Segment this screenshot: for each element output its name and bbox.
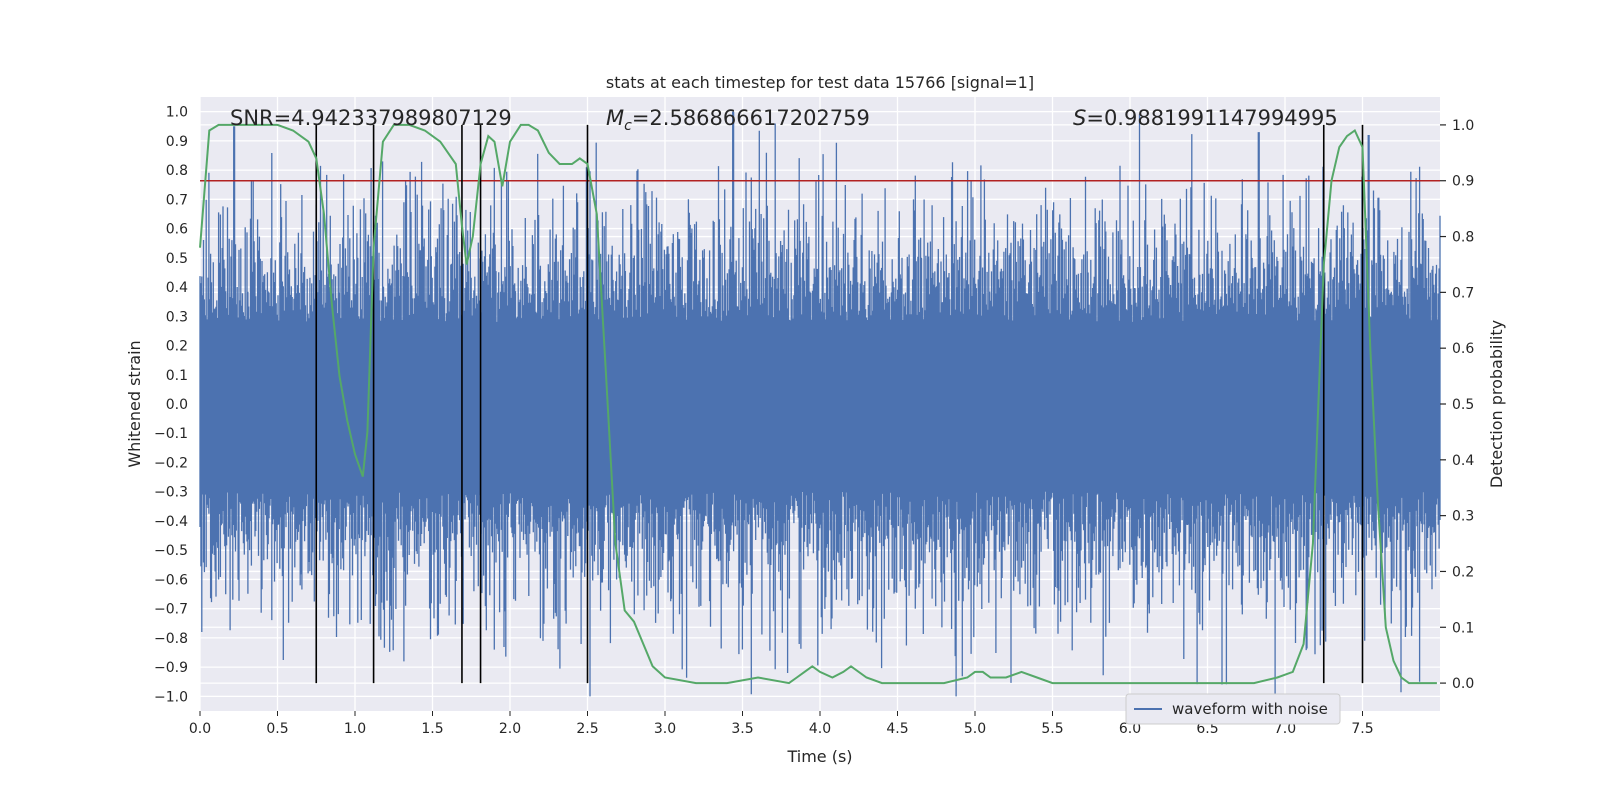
left-tick-label: 0.3: [166, 309, 188, 325]
overlay-layer: [199, 123, 1440, 685]
left-tick-label: −0.6: [154, 572, 188, 588]
left-tick-label: −0.7: [154, 602, 188, 618]
legend: waveform with noise: [1125, 693, 1341, 725]
chirp-mass-value: =2.586866617202759: [632, 106, 870, 130]
x-tick-label: 5.0: [964, 721, 986, 737]
x-tick-label: 6.5: [1196, 721, 1218, 737]
right-tick-label: 0.6: [1452, 341, 1474, 357]
x-tick-label: 6.0: [1119, 721, 1141, 737]
left-tick-label: 0.5: [166, 251, 188, 267]
right-tick-label: 0.5: [1452, 397, 1474, 413]
right-tick-label: 0.2: [1452, 564, 1474, 580]
x-tick-label: 5.5: [1041, 721, 1063, 737]
left-tick-label: −1.0: [154, 689, 188, 705]
x-tick-label: 1.5: [421, 721, 443, 737]
x-tick-label: 0.0: [189, 721, 211, 737]
left-tick-label: −0.3: [154, 485, 188, 501]
waveform-layer: [199, 111, 1441, 697]
score-value: =0.9881991147994995: [1086, 106, 1337, 130]
chirp-mass-subscript: c: [624, 118, 632, 134]
score-symbol: S: [1073, 106, 1086, 130]
x-tick-label: 2.5: [576, 721, 598, 737]
left-tick-label: 0.1: [166, 368, 188, 384]
left-tick-label: 1.0: [166, 105, 188, 121]
x-tick-label: 0.5: [266, 721, 288, 737]
left-tick-label: 0.0: [166, 397, 188, 413]
detection-probability-series: [199, 123, 1437, 685]
x-tick-label: 7.0: [1274, 721, 1296, 737]
left-tick-label: −0.1: [154, 426, 188, 442]
x-tick-label: 3.0: [654, 721, 676, 737]
right-tick-label: 0.3: [1452, 509, 1474, 525]
right-tick-label: 0.4: [1452, 453, 1474, 469]
right-tick-label: 1.0: [1452, 118, 1474, 134]
x-tick-label: 7.5: [1351, 721, 1373, 737]
right-axis-label: Detection probability: [1487, 320, 1506, 488]
left-tick-label: 0.9: [166, 134, 188, 150]
left-tick-label: 0.6: [166, 222, 188, 238]
x-tick-label: 1.0: [344, 721, 366, 737]
left-tick-label: 0.2: [166, 339, 188, 355]
legend-box: [1125, 693, 1341, 725]
left-tick-label: −0.4: [154, 514, 188, 530]
legend-label: waveform with noise: [1172, 700, 1328, 718]
chirp-mass-symbol: M: [606, 106, 624, 130]
left-axis-label: Whitened strain: [125, 340, 144, 467]
x-tick-label: 4.5: [886, 721, 908, 737]
right-tick-label: 0.0: [1452, 676, 1474, 692]
right-axis-ticks: 1.0 0.9 0.8 0.7 0.6 0.5 0.4 0.3 0.2 0.1 0.0: [1440, 118, 1474, 692]
left-axis-ticks: 1.0 0.9 0.8 0.7 0.6 0.5 0.4 0.3 0.2 0.1 0.0 −0.1 −0.…: [154, 105, 188, 706]
x-tick-label: 4.0: [809, 721, 831, 737]
waveform-series: [199, 111, 1441, 697]
left-tick-label: 0.7: [166, 192, 188, 208]
right-tick-label: 0.8: [1452, 230, 1474, 246]
right-tick-label: 0.1: [1452, 620, 1474, 636]
x-tick-label: 2.0: [499, 721, 521, 737]
chirp-mass-annotation: Mc=2.586866617202759: [606, 106, 870, 134]
vertical-markers: [315, 124, 1364, 684]
left-tick-label: 0.4: [166, 280, 188, 296]
snr-annotation: SNR=4.942337989807129: [230, 106, 512, 130]
left-tick-label: −0.9: [154, 660, 188, 676]
x-axis-label: Time (s): [786, 747, 852, 766]
score-annotation: S=0.9881991147994995: [1073, 106, 1338, 130]
left-tick-label: −0.2: [154, 455, 188, 471]
left-tick-label: 0.8: [166, 163, 188, 179]
right-tick-label: 0.7: [1452, 285, 1474, 301]
x-axis-ticks: 0.0 0.5 1.0 1.5 2.0 2.5 3.0 3.5 4.0 4.5 5.0 5.5 6.0 6…: [189, 711, 1374, 737]
right-tick-label: 0.9: [1452, 174, 1474, 190]
left-tick-label: −0.8: [154, 631, 188, 647]
left-tick-label: −0.5: [154, 543, 188, 559]
x-tick-label: 3.5: [731, 721, 753, 737]
chart-title: stats at each timestep for test data 157…: [606, 73, 1034, 92]
